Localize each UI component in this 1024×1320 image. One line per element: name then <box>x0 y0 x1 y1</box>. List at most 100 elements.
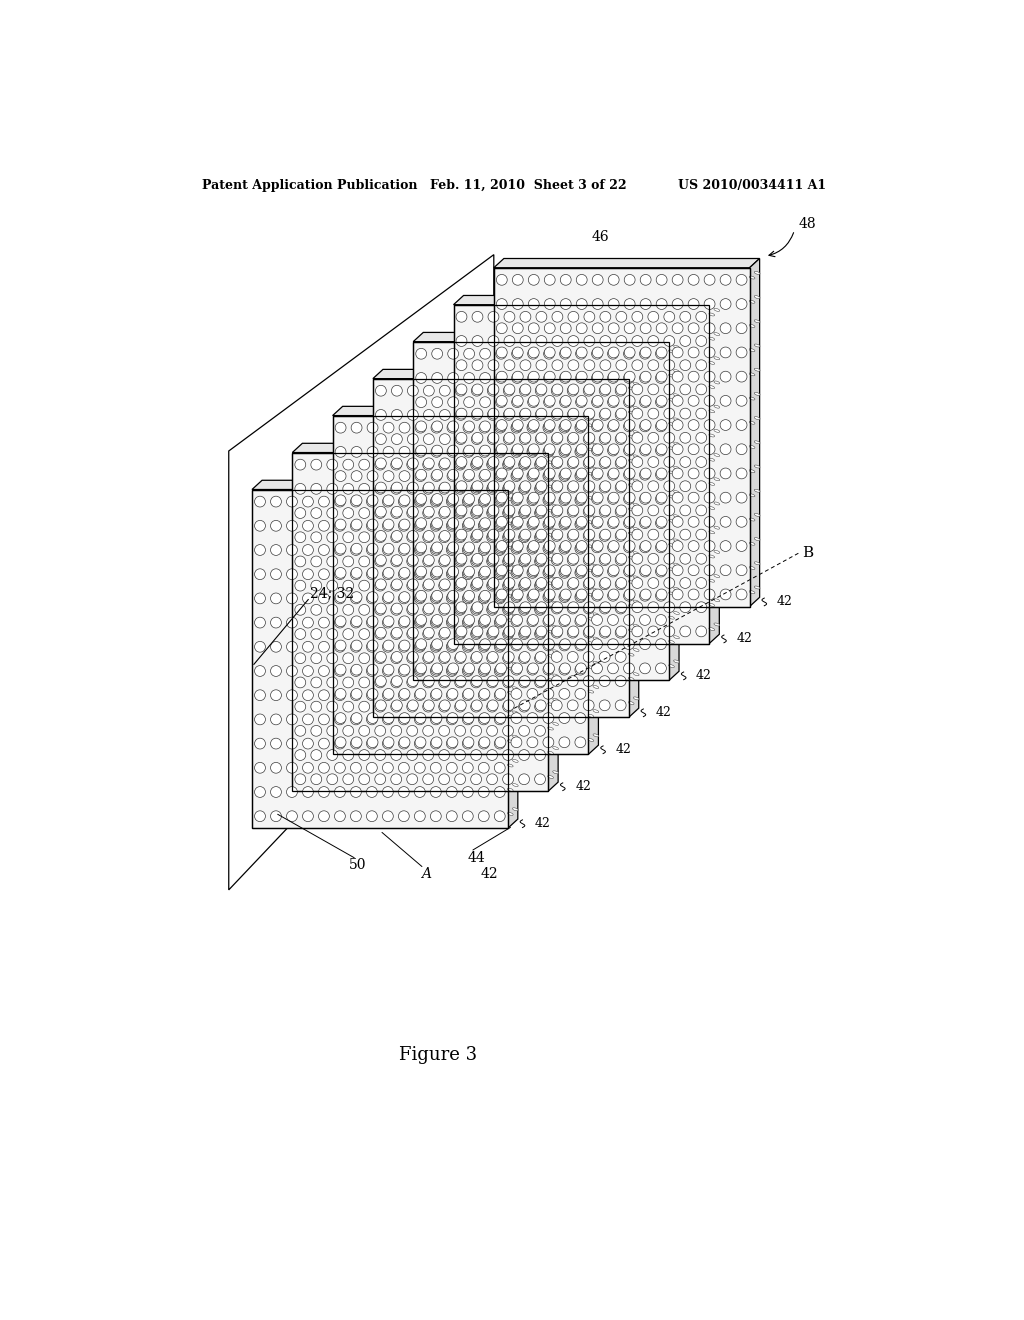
Circle shape <box>560 397 570 408</box>
Circle shape <box>640 298 651 309</box>
Circle shape <box>447 566 459 577</box>
Circle shape <box>327 653 338 664</box>
Circle shape <box>497 371 507 381</box>
Circle shape <box>625 469 635 479</box>
Circle shape <box>584 529 595 540</box>
Circle shape <box>391 676 402 686</box>
Circle shape <box>446 545 458 556</box>
Circle shape <box>535 483 546 494</box>
Circle shape <box>592 639 602 649</box>
Circle shape <box>536 652 546 663</box>
Circle shape <box>600 360 610 371</box>
Circle shape <box>423 627 434 638</box>
Circle shape <box>351 664 362 675</box>
Circle shape <box>446 593 458 603</box>
Circle shape <box>463 593 473 603</box>
Polygon shape <box>228 255 494 890</box>
Ellipse shape <box>669 471 675 474</box>
Ellipse shape <box>553 602 558 605</box>
Circle shape <box>672 589 683 599</box>
Circle shape <box>536 480 547 491</box>
Ellipse shape <box>593 734 599 737</box>
Circle shape <box>535 605 546 615</box>
Circle shape <box>463 664 474 675</box>
Circle shape <box>560 590 570 601</box>
Ellipse shape <box>755 368 760 371</box>
Circle shape <box>560 565 571 576</box>
Circle shape <box>399 689 410 700</box>
Circle shape <box>559 616 569 627</box>
Circle shape <box>568 312 579 322</box>
Circle shape <box>736 347 746 358</box>
Circle shape <box>456 603 466 614</box>
Ellipse shape <box>709 385 715 388</box>
Circle shape <box>672 469 683 479</box>
Circle shape <box>536 531 546 541</box>
Circle shape <box>495 690 505 701</box>
Circle shape <box>391 531 402 541</box>
Circle shape <box>560 348 570 359</box>
Ellipse shape <box>512 541 518 545</box>
Circle shape <box>335 664 346 675</box>
Circle shape <box>416 372 427 383</box>
Ellipse shape <box>750 566 755 569</box>
Circle shape <box>511 591 522 602</box>
Circle shape <box>696 457 707 467</box>
Circle shape <box>607 348 618 359</box>
Circle shape <box>423 409 434 420</box>
Circle shape <box>672 541 683 552</box>
Ellipse shape <box>629 508 634 511</box>
Circle shape <box>391 458 402 469</box>
Circle shape <box>520 602 530 612</box>
Circle shape <box>464 543 474 553</box>
Ellipse shape <box>593 638 599 640</box>
Circle shape <box>430 690 441 701</box>
Circle shape <box>640 516 651 527</box>
Circle shape <box>455 750 466 760</box>
Circle shape <box>599 507 610 517</box>
Circle shape <box>559 640 569 651</box>
Circle shape <box>560 639 570 649</box>
Circle shape <box>358 532 370 543</box>
Circle shape <box>439 627 451 638</box>
Circle shape <box>680 506 691 516</box>
Circle shape <box>736 565 746 576</box>
Circle shape <box>255 810 265 821</box>
Circle shape <box>335 665 345 676</box>
Circle shape <box>399 422 410 433</box>
Circle shape <box>471 701 481 711</box>
Ellipse shape <box>750 372 755 376</box>
Circle shape <box>486 653 498 664</box>
Circle shape <box>560 566 570 577</box>
Circle shape <box>512 615 522 626</box>
Circle shape <box>496 566 507 577</box>
Ellipse shape <box>593 492 599 495</box>
Circle shape <box>478 665 489 676</box>
Circle shape <box>518 508 529 519</box>
Circle shape <box>504 385 514 396</box>
Ellipse shape <box>709 579 715 582</box>
Circle shape <box>584 603 594 614</box>
Ellipse shape <box>629 387 634 389</box>
Circle shape <box>327 581 338 591</box>
Circle shape <box>487 434 499 445</box>
Circle shape <box>455 726 466 737</box>
Circle shape <box>471 556 481 566</box>
Circle shape <box>295 459 306 470</box>
Circle shape <box>560 323 571 334</box>
Circle shape <box>512 396 523 407</box>
Circle shape <box>664 384 675 395</box>
Circle shape <box>382 787 393 797</box>
Circle shape <box>438 508 450 519</box>
Circle shape <box>599 482 610 492</box>
Circle shape <box>455 701 466 711</box>
Circle shape <box>302 763 313 774</box>
Circle shape <box>383 495 394 506</box>
Circle shape <box>447 590 459 601</box>
Circle shape <box>415 642 425 652</box>
Ellipse shape <box>674 564 679 566</box>
Ellipse shape <box>629 556 634 560</box>
Circle shape <box>311 459 322 470</box>
Circle shape <box>368 737 378 747</box>
Circle shape <box>463 422 474 433</box>
